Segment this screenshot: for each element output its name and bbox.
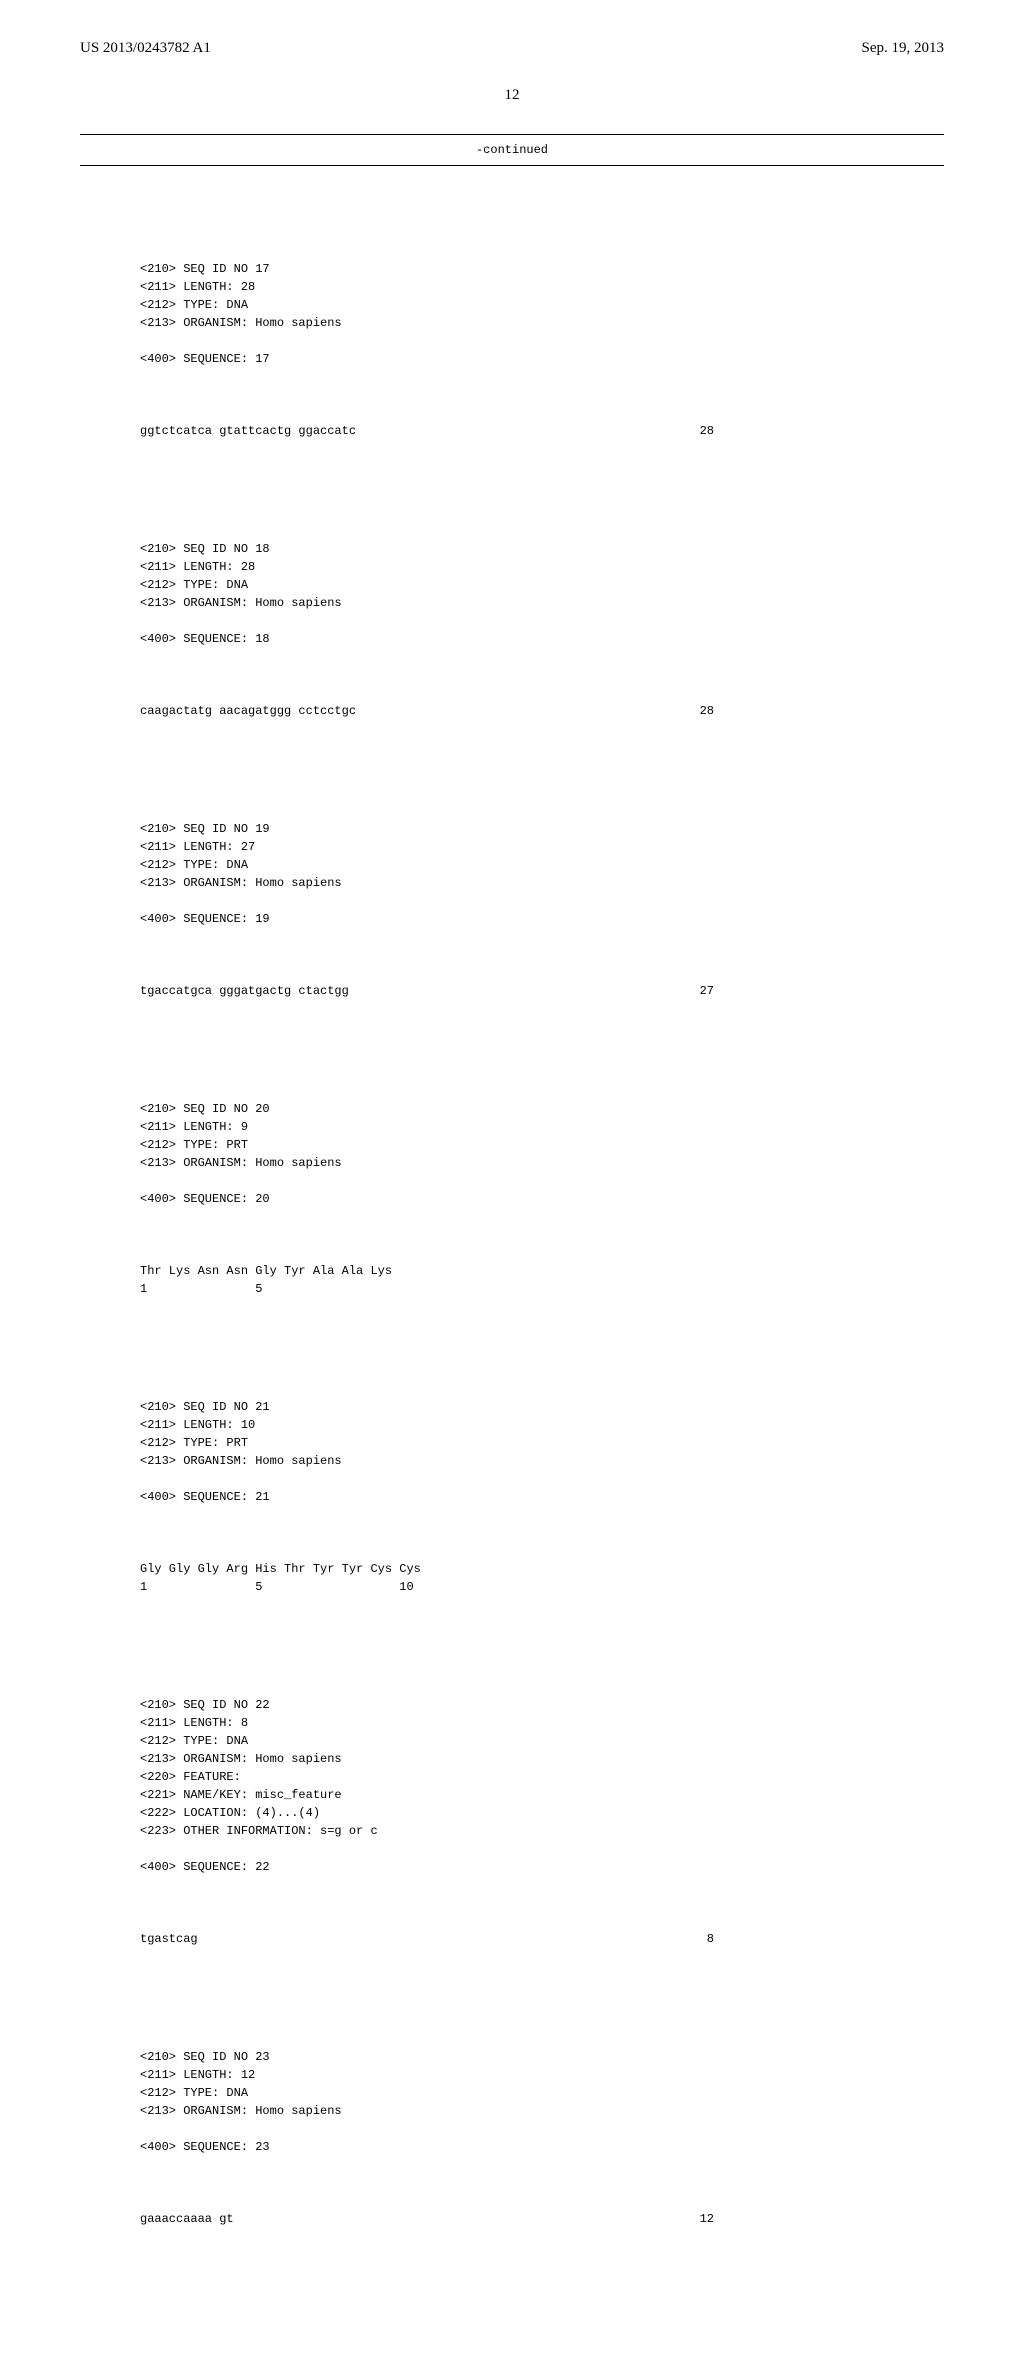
- sequence-length: 28: [700, 702, 714, 720]
- sequence-length: 8: [707, 1930, 714, 1948]
- sequence-entry: <210> SEQ ID NO 21 <211> LENGTH: 10 <212…: [140, 1380, 944, 1614]
- sequence-length: 27: [700, 982, 714, 1000]
- sequence-header: <210> SEQ ID NO 19 <211> LENGTH: 27 <212…: [140, 820, 944, 928]
- sequence-data: Gly Gly Gly Arg His Thr Tyr Tyr Cys Cys …: [140, 1560, 944, 1596]
- sequence-header: <210> SEQ ID NO 18 <211> LENGTH: 28 <212…: [140, 540, 944, 648]
- sequence-data: tgastcag: [140, 1930, 198, 1948]
- document-header: US 2013/0243782 A1 Sep. 19, 2013: [80, 40, 944, 57]
- sequence-entry: <210> SEQ ID NO 19 <211> LENGTH: 27 <212…: [140, 802, 944, 1018]
- continued-label: -continued: [80, 134, 944, 166]
- sequence-header: <210> SEQ ID NO 20 <211> LENGTH: 9 <212>…: [140, 1100, 944, 1208]
- sequence-data-row: gaaaccaaaa gt 12: [140, 2210, 944, 2228]
- page-number: 12: [80, 87, 944, 104]
- document-id: US 2013/0243782 A1: [80, 40, 211, 57]
- sequence-data: gaaaccaaaa gt: [140, 2210, 234, 2228]
- sequence-length: 28: [700, 422, 714, 440]
- sequence-entry: <210> SEQ ID NO 17 <211> LENGTH: 28 <212…: [140, 242, 944, 458]
- sequence-data: Thr Lys Asn Asn Gly Tyr Ala Ala Lys 1 5: [140, 1262, 944, 1298]
- sequence-data-row: ggtctcatca gtattcactg ggaccatc 28: [140, 422, 944, 440]
- sequence-listing: <210> SEQ ID NO 17 <211> LENGTH: 28 <212…: [140, 206, 944, 2310]
- document-date: Sep. 19, 2013: [862, 40, 945, 57]
- sequence-data: tgaccatgca gggatgactg ctactgg: [140, 982, 349, 1000]
- sequence-data-row: caagactatg aacagatggg cctcctgc 28: [140, 702, 944, 720]
- sequence-header: <210> SEQ ID NO 22 <211> LENGTH: 8 <212>…: [140, 1696, 944, 1876]
- sequence-entry: <210> SEQ ID NO 23 <211> LENGTH: 12 <212…: [140, 2030, 944, 2246]
- sequence-data: ggtctcatca gtattcactg ggaccatc: [140, 422, 356, 440]
- sequence-data: caagactatg aacagatggg cctcctgc: [140, 702, 356, 720]
- sequence-header: <210> SEQ ID NO 21 <211> LENGTH: 10 <212…: [140, 1398, 944, 1506]
- sequence-data-row: tgastcag 8: [140, 1930, 944, 1948]
- sequence-data-row: tgaccatgca gggatgactg ctactgg 27: [140, 982, 944, 1000]
- sequence-entry: <210> SEQ ID NO 22 <211> LENGTH: 8 <212>…: [140, 1678, 944, 1966]
- sequence-header: <210> SEQ ID NO 23 <211> LENGTH: 12 <212…: [140, 2048, 944, 2156]
- sequence-length: 12: [700, 2210, 714, 2228]
- sequence-header: <210> SEQ ID NO 17 <211> LENGTH: 28 <212…: [140, 260, 944, 368]
- sequence-entry: <210> SEQ ID NO 18 <211> LENGTH: 28 <212…: [140, 522, 944, 738]
- sequence-entry: <210> SEQ ID NO 20 <211> LENGTH: 9 <212>…: [140, 1082, 944, 1316]
